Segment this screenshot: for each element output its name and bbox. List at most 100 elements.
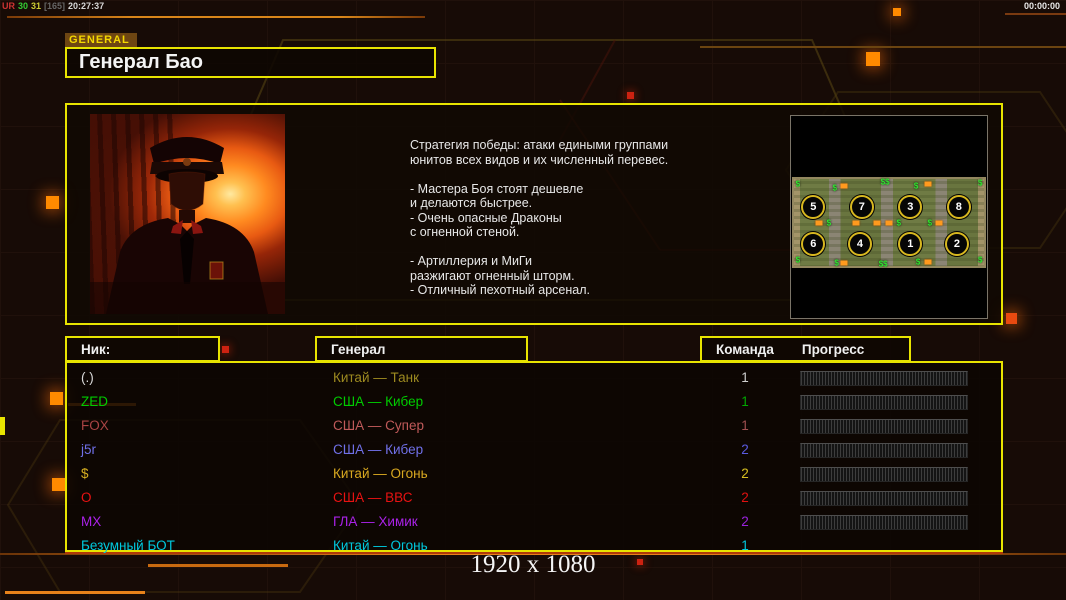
map-start-position[interactable]: 6 [801,232,826,257]
decor-line [700,46,1066,48]
decor-square [627,92,634,99]
fps-overlay: UR 30 31 [165] 20:27:37 [2,1,107,11]
map-supply-marker [935,220,943,225]
player-team: 2 [741,466,749,481]
player-general: Китай — Танк [333,370,419,385]
player-nick: $ [81,466,89,481]
decor-square [52,478,65,491]
player-progress-bar [800,515,968,530]
page-title: Генерал Бао [79,51,203,73]
map-supply-marker [815,220,823,225]
map-money-marker: $$ [878,259,888,269]
general-description: Стратегия победы: атаки едиными группами… [410,138,669,297]
player-team: 2 [741,490,749,505]
map-start-position[interactable]: 1 [898,232,923,257]
player-row[interactable]: (.) Китай — Танк 1 [67,366,1001,390]
player-team: 1 [741,538,749,553]
map-start-position[interactable]: 4 [847,232,872,257]
general-silhouette [90,137,285,314]
map-start-position[interactable]: 8 [946,195,971,220]
player-row[interactable]: FOX США — Супер 1 [67,414,1001,438]
general-info-panel: Стратегия победы: атаки едиными группами… [65,103,1003,325]
column-header-general-label: Генерал [331,341,386,357]
player-row[interactable]: ZED США — Кибер 1 [67,390,1001,414]
general-tag-label: GENERAL [65,33,137,49]
player-general: Китай — Огонь [333,538,428,553]
decor-line [0,553,1066,555]
player-general: США — ВВС [333,490,413,505]
player-row[interactable]: MX ГЛА — Химик 2 [67,510,1001,534]
decor-square [46,196,59,209]
map-supply-marker [840,260,848,266]
map-supply-marker [873,220,881,225]
player-row[interactable]: O США — ВВС 2 [67,486,1001,510]
player-progress-bar [800,491,968,506]
fps-segment: 20:27:37 [68,1,105,11]
map-money-marker: $ [927,218,932,227]
decor-square [50,392,63,405]
map-start-position[interactable]: 5 [801,195,826,220]
map-money-marker: $ [795,255,801,265]
column-header-progress-label: Прогресс [801,341,865,357]
map-money-marker: $ [832,183,837,193]
players-panel: (.) Китай — Танк 1 ZED США — Кибер 1 FOX США — … [65,361,1003,553]
player-team: 1 [741,394,749,409]
map-start-position[interactable]: 3 [898,195,923,220]
player-nick: ZED [81,394,108,409]
map-money-marker: $ [896,218,901,227]
column-header-nick: Ник: [65,336,220,362]
decor-tick [0,417,5,435]
decor-square [893,8,901,16]
player-row[interactable]: Безумный БОТ Китай — Огонь 1 [67,534,1001,558]
player-general: США — Кибер [333,394,424,409]
player-progress-bar [800,419,968,434]
map-supply-marker [924,259,932,265]
map-money-marker: $ [826,218,832,227]
map-start-position[interactable]: 2 [944,232,969,257]
match-timer: 00:00:00 [1023,1,1060,11]
decor-square [222,346,229,353]
player-team: 2 [741,514,749,529]
fps-segment: 31 [31,1,42,11]
decor-line [7,16,425,18]
column-header-team-progress: Команда Прогресс [700,336,911,362]
player-nick: MX [81,514,102,529]
decor-square [866,52,880,66]
map-money-marker: $ [834,258,839,268]
player-general: Китай — Огонь [333,466,428,481]
player-general: ГЛА — Химик [333,514,418,529]
map-start-position[interactable]: 7 [849,195,874,220]
map-supply-marker [852,220,860,225]
column-header-team-label: Команда [716,341,774,357]
map-money-marker: $ [977,255,983,265]
player-team: 1 [741,418,749,433]
decor-line [148,564,288,567]
map-preview[interactable]: 5 7 3 8 6 4 1 2 $ $ $$ $ $ $ $ $$ $ $ $ $ $ [792,177,986,269]
map-money-marker: $ [915,257,921,267]
player-row[interactable]: $ Китай — Огонь 2 [67,462,1001,486]
resolution-label: 1920 x 1080 [470,551,596,578]
map-money-marker: $$ [880,177,890,187]
player-team: 1 [741,370,749,385]
player-row[interactable]: j5r США — Кибер 2 [67,438,1001,462]
player-progress-bar [800,395,968,410]
decor-line [1005,13,1066,15]
player-nick: Безумный БОТ [81,538,175,553]
general-title-box: Генерал Бао [65,47,436,78]
player-progress-bar [800,443,968,458]
player-general: США — Супер [333,418,424,433]
player-nick: FOX [81,418,109,433]
player-team: 2 [741,442,749,457]
player-progress-bar [800,371,968,386]
player-nick: (.) [81,370,94,385]
fps-segment: 30 [18,1,29,11]
column-header-nick-label: Ник: [81,341,111,357]
map-money-marker: $ [977,178,983,188]
decor-square [1006,313,1017,324]
column-header-general: Генерал [315,336,528,362]
decor-line [5,591,145,594]
general-portrait [90,114,285,314]
map-supply-marker [924,181,932,187]
map-supply-marker [840,183,848,189]
